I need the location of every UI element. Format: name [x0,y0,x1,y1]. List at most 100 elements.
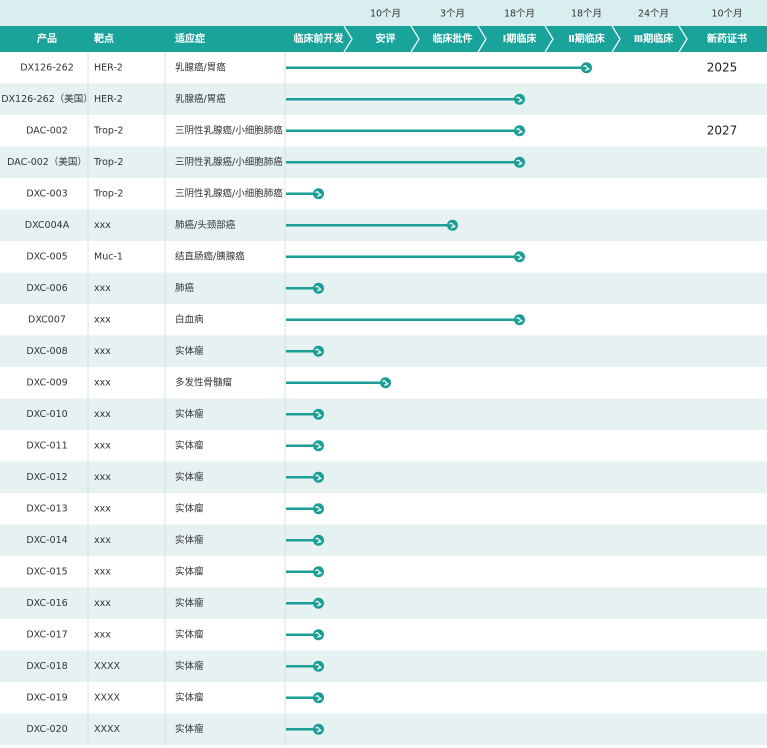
indication: 结直肠癌/胰腺癌 [175,250,245,262]
target: xxx [94,346,111,357]
indication: 实体瘤 [175,345,204,357]
globe-icon [382,380,389,387]
product: DXC004A [25,220,70,231]
globe-icon [516,254,523,261]
indication: 肺癌 [175,282,195,294]
column-header: 靶点 [94,32,114,45]
target: xxx [94,220,111,231]
stage-chevron [343,25,353,53]
target: Trop-2 [93,188,123,199]
globe-icon [315,191,322,198]
row-bg [0,461,767,493]
target: xxx [94,629,111,640]
product: DXC-011 [26,440,67,451]
product: DXC-019 [26,692,67,703]
indication: 白血病 [175,313,204,325]
target: HER-2 [94,62,123,73]
duration-label: 10个月 [370,9,401,20]
globe-icon [516,159,523,166]
duration-label: 18个月 [504,9,535,20]
product: DX126-262 [20,62,74,73]
stage-header: 安评 [376,32,396,45]
globe-icon [315,443,322,450]
indication: 实体瘤 [175,565,204,577]
indication: 实体瘤 [175,408,204,420]
globe-icon [315,474,322,481]
row-bg [0,556,767,588]
globe-icon [315,411,322,418]
indication: 乳腺癌/胃癌 [175,61,226,73]
target: XXXX [94,692,121,703]
row-bg [0,335,767,367]
column-header: 产品 [37,32,57,45]
product: DXC007 [28,314,66,325]
target: xxx [94,598,111,609]
globe-icon [315,695,322,702]
target: xxx [94,377,111,388]
duration-label: 10个月 [711,9,742,20]
stage-chevron [477,25,487,53]
row-bg [0,682,767,714]
product: DXC-014 [26,535,67,546]
indication: 实体瘤 [175,628,204,640]
target: xxx [94,409,111,420]
product: DXC-018 [26,661,67,672]
target: xxx [94,503,111,514]
duration-label: 18个月 [571,9,602,20]
globe-icon [315,348,322,355]
row-bg [0,398,767,430]
indication: 肺癌/头颈部癌 [175,219,236,231]
product: DXC-016 [26,598,67,609]
duration-band [0,0,767,26]
stage-chevron [678,25,688,53]
column-header: 适应症 [175,32,205,45]
target: xxx [94,472,111,483]
stage-chevron [611,25,621,53]
globe-icon [315,600,322,607]
indication: 乳腺癌/胃癌 [175,93,226,105]
globe-icon [315,726,322,733]
stage-chevron [410,25,420,53]
product: DXC-015 [26,566,67,577]
globe-icon [315,537,322,544]
target: xxx [94,566,111,577]
globe-icon [449,222,456,229]
product: DXC-003 [26,188,67,199]
product: DXC-006 [26,283,67,294]
row-bg [0,178,767,210]
product: DXC-017 [26,629,67,640]
target: Trop-2 [93,125,123,136]
globe-icon [315,285,322,292]
approval-year: 2025 [707,60,738,74]
target: XXXX [94,661,121,672]
row-bg [0,493,767,525]
product: DX126-262（美国） [1,93,93,105]
globe-icon [516,128,523,135]
target: xxx [94,440,111,451]
duration-label: 24个月 [638,9,669,20]
globe-icon [315,569,322,576]
indication: 多发性骨髓瘤 [175,376,233,388]
target: Trop-2 [93,157,123,168]
indication: 实体瘤 [175,660,204,672]
indication: 实体瘤 [175,502,204,514]
indication: 三阴性乳腺癌/小细胞肺癌 [175,124,283,136]
product: DXC-009 [26,377,67,388]
globe-icon [315,506,322,513]
stage-header: 临床前开发 [294,32,345,45]
target: xxx [94,314,111,325]
indication: 实体瘤 [175,597,204,609]
product: DXC-008 [26,346,67,357]
stage-header: 新药证书 [707,32,747,45]
target: xxx [94,535,111,546]
target: XXXX [94,724,121,735]
globe-icon [516,317,523,324]
row-bg [0,713,767,745]
indication: 实体瘤 [175,471,204,483]
stage-header: Ⅲ期临床 [634,32,674,45]
globe-icon [583,65,590,72]
globe-icon [516,96,523,103]
row-bg [0,619,767,651]
product: DXC-013 [26,503,67,514]
